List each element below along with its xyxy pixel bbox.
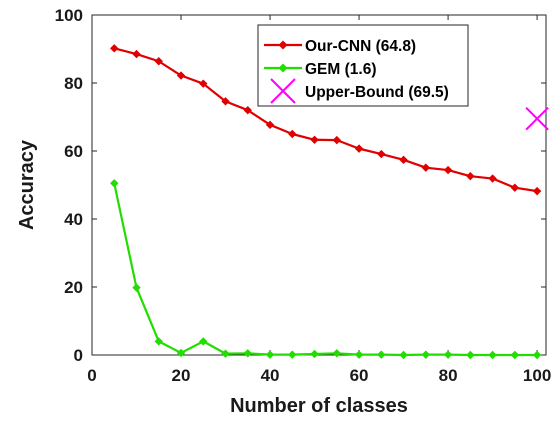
series-line-our-cnn — [113, 47, 538, 193]
data-point-gem — [154, 337, 163, 346]
data-point-our-cnn — [310, 135, 319, 144]
data-point-gem — [199, 337, 208, 346]
data-point-our-cnn — [399, 155, 408, 165]
data-point-our-cnn — [443, 165, 453, 175]
y-tick-label: 100 — [55, 6, 83, 25]
x-tick-label: 80 — [439, 366, 458, 385]
data-point-our-cnn — [332, 135, 342, 145]
y-axis-label: Accuracy — [16, 139, 38, 230]
data-point-gem — [176, 348, 186, 358]
data-point-our-cnn — [110, 44, 119, 53]
x-tick-label: 40 — [261, 366, 280, 385]
data-point-gem — [466, 350, 475, 360]
data-point-our-cnn — [221, 97, 230, 106]
data-point-gem — [265, 350, 275, 359]
data-point-gem — [399, 350, 408, 360]
x-tick-label: 100 — [523, 366, 551, 385]
data-point-our-cnn — [265, 120, 275, 130]
x-tick-label: 20 — [172, 366, 191, 385]
legend-label-upper-bound: Upper-Bound (69.5) — [305, 84, 449, 101]
legend-marker-upper-bound — [270, 78, 296, 104]
data-point-gem — [488, 350, 497, 360]
data-point-our-cnn — [199, 79, 208, 88]
x-axis-label: Number of classes — [230, 395, 408, 417]
data-point-our-cnn — [288, 129, 297, 139]
data-point-gem — [532, 350, 542, 360]
y-tick-label: 0 — [74, 346, 83, 365]
legend-label-gem: GEM (1.6) — [305, 61, 376, 78]
y-tick-label: 80 — [64, 74, 83, 93]
data-point-our-cnn — [466, 171, 475, 181]
data-point-upper-bound — [525, 106, 549, 131]
data-point-our-cnn — [377, 149, 386, 159]
data-point-our-cnn — [421, 163, 431, 172]
x-tick-label: 60 — [350, 366, 369, 385]
data-point-our-cnn — [488, 174, 497, 183]
data-point-gem — [132, 283, 141, 292]
data-point-gem — [421, 350, 431, 359]
data-point-our-cnn — [154, 57, 163, 66]
data-point-our-cnn — [132, 49, 141, 59]
data-point-gem — [221, 349, 230, 358]
data-point-gem — [110, 179, 119, 188]
y-tick-label: 60 — [64, 142, 83, 161]
x-tick-label: 0 — [87, 366, 96, 385]
data-point-gem — [510, 350, 520, 360]
data-point-gem — [310, 349, 319, 359]
axis-ticks: 0 20 40 60 80 100 0 20 40 60 80 100 — [55, 6, 552, 385]
data-point-gem — [243, 349, 252, 358]
data-point-our-cnn — [176, 71, 186, 80]
data-point-gem — [443, 350, 453, 359]
data-point-gem — [288, 350, 297, 359]
y-tick-label: 20 — [64, 278, 83, 297]
legend-box — [257, 24, 469, 107]
legend-marker-gem — [278, 63, 288, 73]
legend: Our-CNN (64.8) GEM (1.6) Upper-Bound (69… — [257, 24, 469, 107]
legend-label-our-cnn: Our-CNN (64.8) — [305, 38, 416, 55]
data-point-our-cnn — [532, 186, 542, 196]
data-point-gem — [354, 350, 364, 359]
data-point-our-cnn — [354, 144, 364, 153]
data-point-our-cnn — [243, 106, 252, 115]
series-markers — [110, 44, 549, 360]
data-point-our-cnn — [510, 183, 520, 192]
data-point-gem — [377, 350, 386, 359]
data-point-gem — [332, 349, 342, 358]
y-tick-label: 40 — [64, 210, 83, 229]
legend-marker-our-cnn — [278, 40, 288, 50]
